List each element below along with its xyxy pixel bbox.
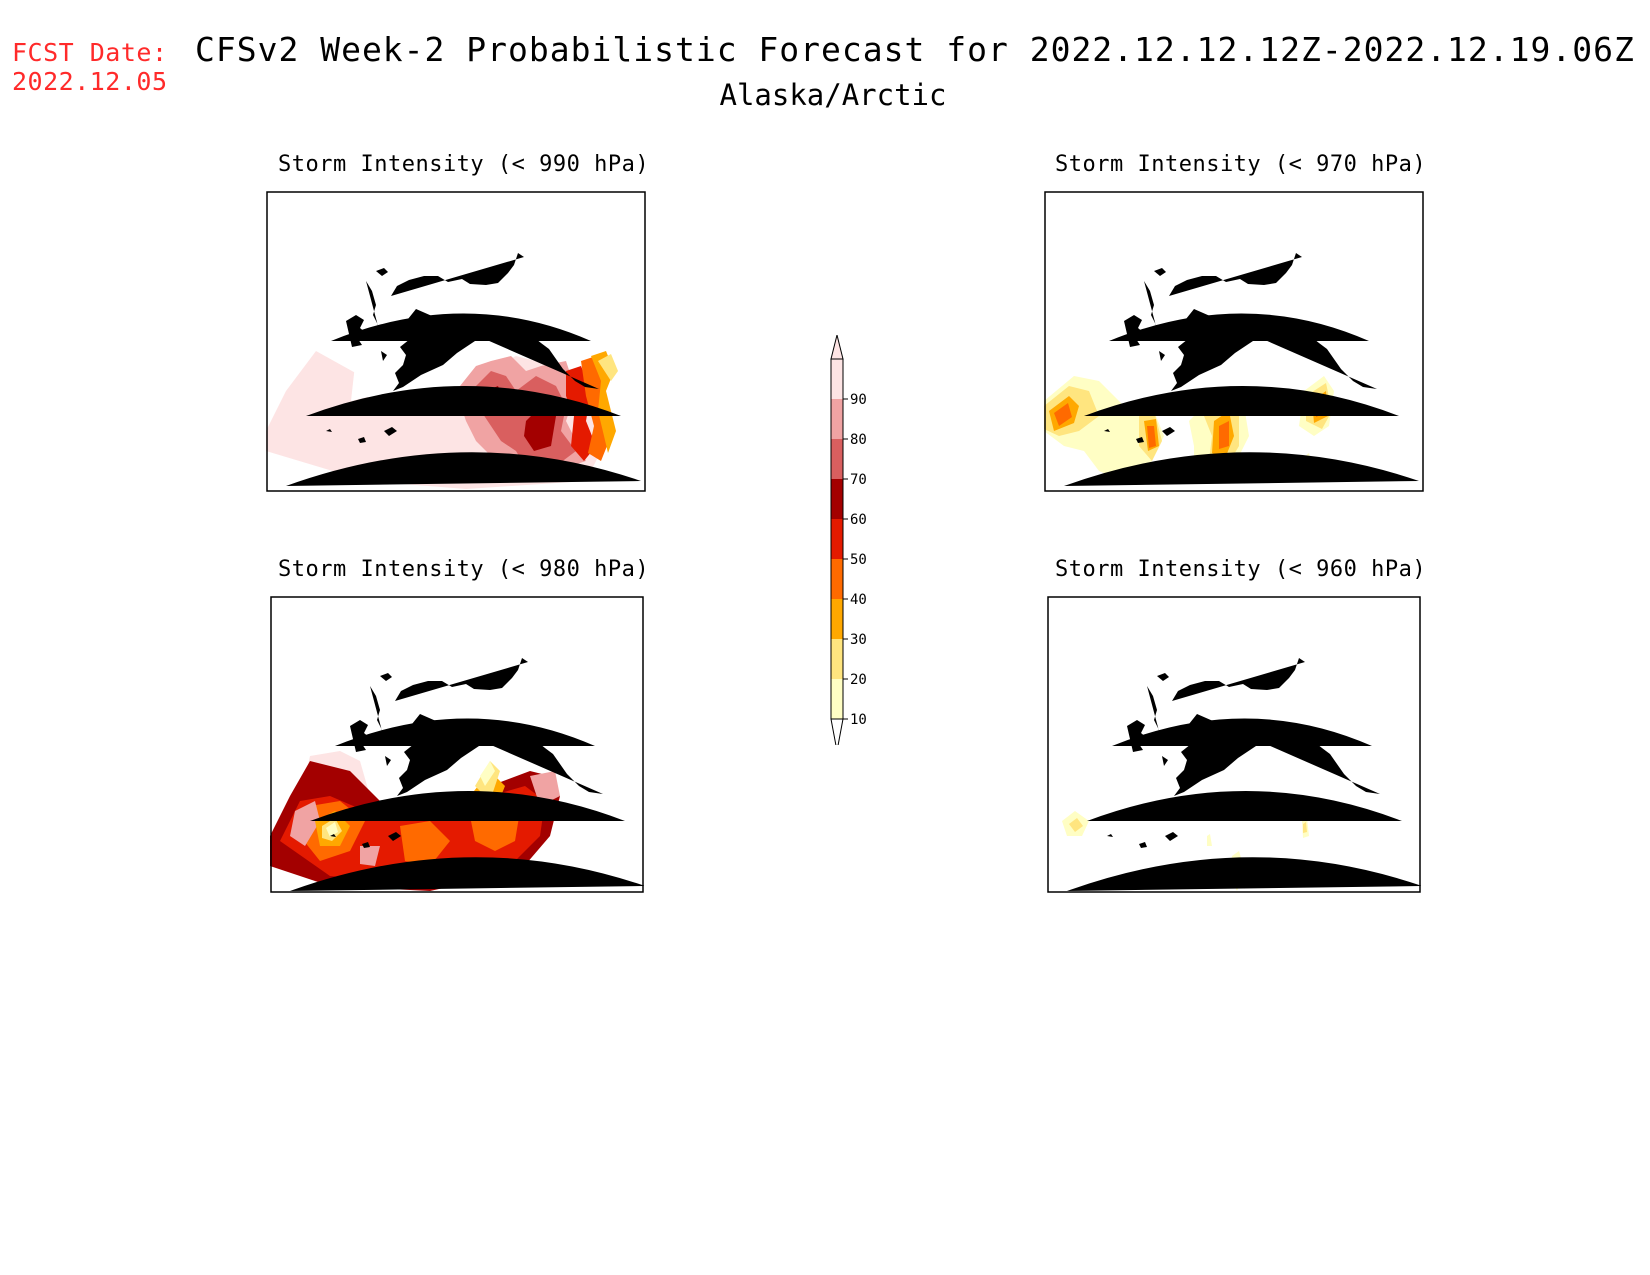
fcst-date-value: 2022.12.05: [12, 67, 168, 96]
prob-region-80: [290, 771, 560, 866]
panel-title-990: Storm Intensity (< 990 hPa): [278, 152, 650, 177]
colorbar-box-50: [831, 519, 843, 559]
page-subtitle: Alaska/Arctic: [719, 78, 947, 112]
colorbar-label-60: 60: [850, 512, 867, 528]
panel-title-970: Storm Intensity (< 970 hPa): [1055, 152, 1427, 177]
colorbar-boxes: [830, 335, 844, 745]
page-title: CFSv2 Week-2 Probabilistic Forecast for …: [195, 30, 1635, 69]
colorbar-box-40: [831, 559, 843, 599]
panel-title-980: Storm Intensity (< 980 hPa): [278, 557, 650, 582]
colorbar: 10 20 30 40 50 60 70 80 90: [830, 335, 867, 745]
prob-region-20: [322, 761, 500, 841]
colorbar-box-60: [831, 479, 843, 519]
colorbar-box-30: [831, 599, 843, 639]
colorbar-label-10: 10: [850, 712, 867, 728]
map-panel-970: [1044, 191, 1424, 492]
colorbar-label-90: 90: [850, 392, 867, 408]
panel-title-960: Storm Intensity (< 960 hPa): [1055, 557, 1427, 582]
prob-region-20: [598, 354, 618, 381]
colorbar-label-50: 50: [850, 552, 867, 568]
colorbar-label-80: 80: [850, 432, 867, 448]
prob-region-10: [1044, 376, 1334, 481]
colorbar-extend-low: [830, 718, 844, 745]
forecast-date-label: FCST Date: 2022.12.05: [12, 38, 168, 96]
colorbar-box-90: [831, 359, 843, 399]
colorbar-label-70: 70: [850, 472, 867, 488]
prob-region-hole: [351, 351, 391, 401]
colorbar-box-70: [831, 439, 843, 479]
colorbar-label-20: 20: [850, 672, 867, 688]
prob-region-20: [1044, 383, 1332, 471]
map-panel-960: [1047, 596, 1421, 893]
map-panel-990: [266, 191, 646, 492]
map-panel-980: [270, 596, 644, 893]
fcst-date-caption: FCST Date:: [12, 38, 168, 67]
colorbar-outline: [830, 358, 844, 720]
colorbar-labels: 10 20 30 40 50 60 70 80 90: [843, 392, 867, 728]
colorbar-box-20: [831, 639, 843, 679]
colorbar-extend-high: [830, 335, 844, 360]
colorbar-box-80: [831, 399, 843, 439]
colorbar-label-30: 30: [850, 632, 867, 648]
colorbar-box-10: [831, 679, 843, 719]
colorbar-label-40: 40: [850, 592, 867, 608]
